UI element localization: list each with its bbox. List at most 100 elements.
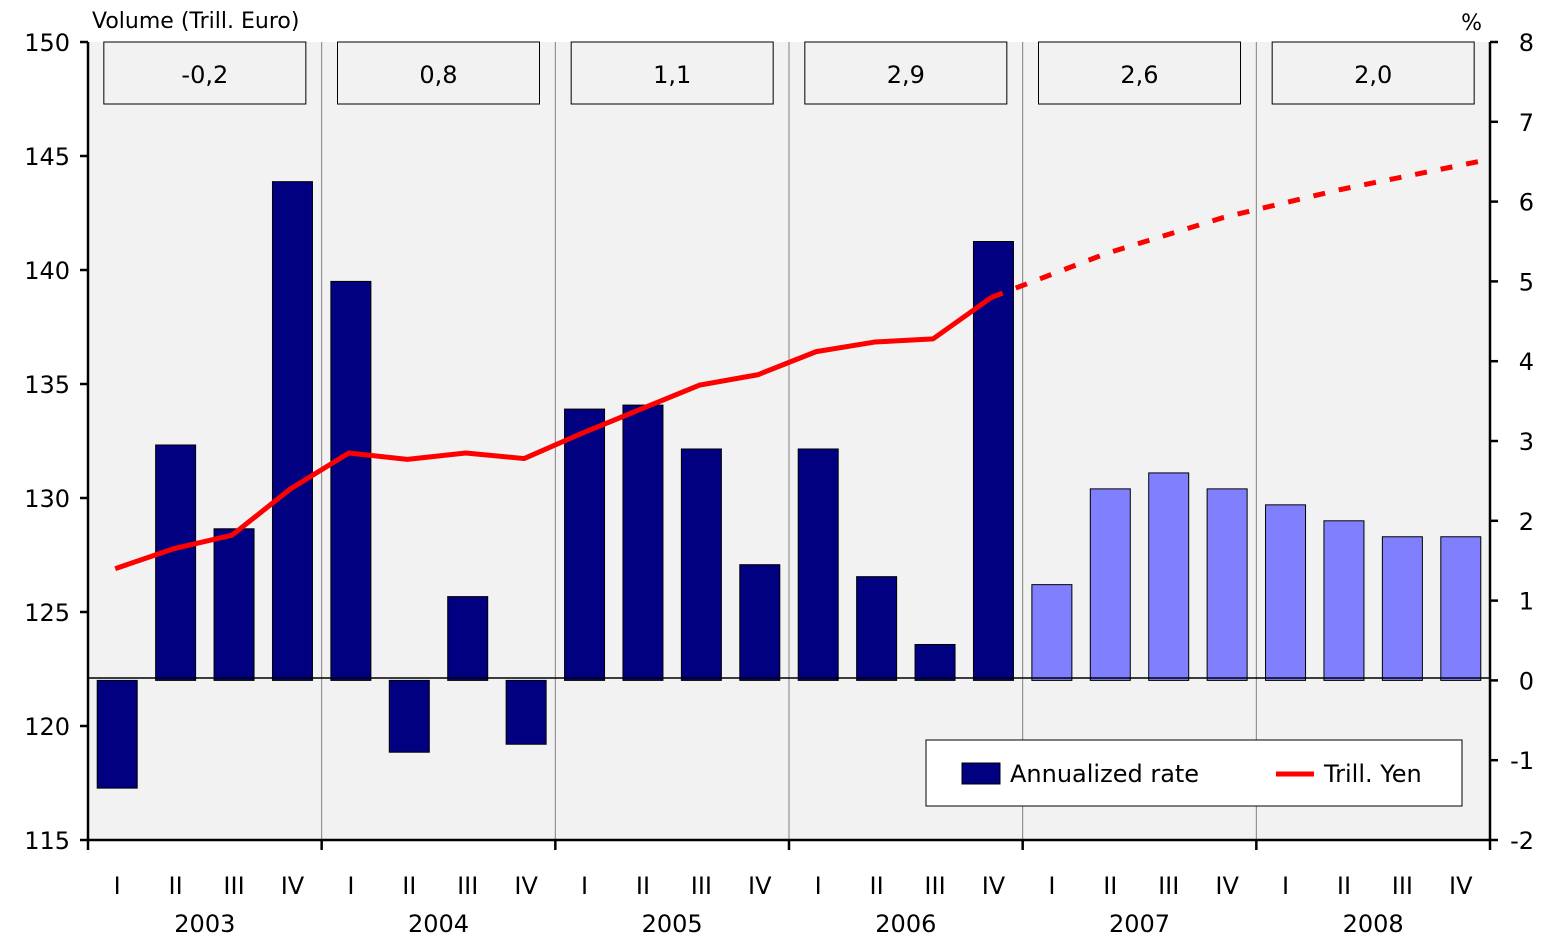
annual-value-box	[570, 41, 774, 105]
bar	[914, 643, 956, 681]
bar	[96, 679, 138, 789]
line-trill-yen	[114, 295, 993, 572]
bar	[271, 181, 313, 681]
annual-value-box	[1271, 41, 1475, 105]
legend: Annualized rate Trill. Yen	[925, 739, 1463, 807]
right-tick-label: 0	[1519, 667, 1534, 695]
year-label: 2005	[642, 910, 703, 936]
bar	[856, 576, 898, 681]
bar	[1440, 536, 1482, 681]
quarter-label: II	[636, 872, 650, 900]
quarter-label: III	[1392, 872, 1413, 900]
bar	[388, 679, 430, 753]
bar	[1206, 488, 1248, 681]
annual-value-label: 2,9	[887, 61, 925, 89]
bar	[1148, 472, 1190, 681]
legend-label-annualized-rate: Annualized rate	[1010, 760, 1199, 788]
left-tick-label: 120	[24, 713, 70, 741]
bar	[1265, 504, 1307, 681]
right-tick-label: 4	[1519, 348, 1534, 376]
year-label: 2007	[1109, 910, 1170, 936]
quarter-label: I	[1282, 872, 1289, 900]
bar	[739, 564, 781, 681]
right-tick-label: 2	[1519, 508, 1534, 536]
annual-value-label: -0,2	[181, 61, 228, 89]
quarter-label: I	[1048, 872, 1055, 900]
annual-value-label: 1,1	[653, 61, 691, 89]
bar	[155, 444, 197, 681]
bar-series	[96, 181, 1482, 789]
quarter-label: IV	[514, 872, 538, 900]
quarter-label: II	[1103, 872, 1117, 900]
quarter-label: II	[169, 872, 183, 900]
quarter-label: III	[691, 872, 712, 900]
line-series	[114, 159, 1479, 572]
bar	[1381, 536, 1423, 681]
quarter-label: I	[815, 872, 822, 900]
bar	[1089, 488, 1131, 681]
bar	[972, 241, 1014, 681]
year-label: 2003	[174, 910, 235, 936]
line-trill-yen-forecast	[990, 159, 1479, 300]
legend-label-trill-yen: Trill. Yen	[1323, 760, 1422, 788]
quarter-label: III	[457, 872, 478, 900]
bar	[1031, 584, 1073, 681]
quarter-label: IV	[1215, 872, 1239, 900]
bar	[564, 408, 606, 681]
bar	[622, 404, 664, 681]
annual-value-boxes: -0,2 0,8 1,1 2,9 2,6 2,0	[103, 41, 1475, 105]
quarter-label: III	[924, 872, 945, 900]
annual-value-label: 2,0	[1354, 61, 1392, 89]
annual-value-box	[804, 41, 1008, 105]
left-tick-label: 145	[24, 143, 70, 171]
right-tick-label: 1	[1519, 588, 1534, 616]
quarter-label: II	[870, 872, 884, 900]
left-tick-label: 135	[24, 371, 70, 399]
annual-value-box	[1038, 41, 1241, 105]
quarter-label: II	[1337, 872, 1351, 900]
left-tick-label: 130	[24, 485, 70, 513]
x-axis-ticks: I II III IV I II III IV I II III IV I II III IV I II III IV…	[86, 840, 1492, 938]
year-separators	[321, 42, 1257, 840]
bar	[505, 679, 547, 745]
legend-swatch-annualized-rate	[961, 762, 1001, 785]
right-tick-label: -1	[1510, 747, 1534, 775]
left-tick-label: 150	[24, 29, 70, 57]
annual-value-box	[337, 41, 540, 105]
right-tick-label: 6	[1519, 189, 1534, 217]
year-label: 2006	[875, 910, 936, 936]
quarter-label: IV	[748, 872, 772, 900]
quarter-label: I	[581, 872, 588, 900]
left-tick-label: 140	[24, 257, 70, 285]
legend-box	[925, 739, 1463, 807]
right-axis-ticks: -2 -1 0 1 2 3 4 5 6 7 8	[1490, 29, 1534, 855]
right-tick-label: -2	[1510, 827, 1534, 855]
left-tick-label: 125	[24, 599, 70, 627]
bar	[680, 448, 722, 681]
right-tick-label: 8	[1519, 29, 1534, 57]
quarter-label: III	[223, 872, 244, 900]
annual-value-box	[103, 41, 307, 105]
left-axis-ticks: 115 120 125 130 135 140 145 150	[24, 29, 88, 855]
left-tick-label: 115	[24, 827, 70, 855]
quarter-label: IV	[1449, 872, 1473, 900]
bar	[447, 596, 489, 681]
quarter-label: IV	[982, 872, 1006, 900]
right-tick-label: 7	[1519, 109, 1534, 137]
bar	[1323, 520, 1365, 681]
right-axis-title: %	[1461, 11, 1482, 36]
annual-value-label: 2,6	[1120, 61, 1158, 89]
year-label: 2004	[408, 910, 469, 936]
quarter-label: I	[114, 872, 121, 900]
quarter-label: I	[347, 872, 354, 900]
left-axis-title: Volume (Trill. Euro)	[92, 9, 299, 34]
annual-value-label: 0,8	[419, 61, 457, 89]
right-tick-label: 5	[1519, 268, 1534, 296]
quarter-label: IV	[281, 872, 305, 900]
quarter-label: III	[1158, 872, 1179, 900]
year-label: 2008	[1343, 910, 1404, 936]
quarter-label: II	[402, 872, 416, 900]
bar	[213, 528, 255, 681]
